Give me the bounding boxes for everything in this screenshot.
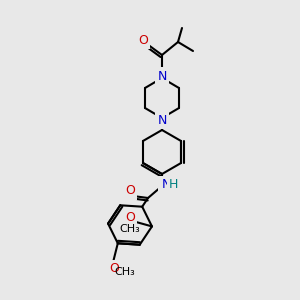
Text: N: N [157,70,167,83]
Text: O: O [109,262,119,275]
Text: O: O [138,34,148,46]
Text: CH₃: CH₃ [114,267,135,277]
Text: NH: NH [160,178,178,191]
Text: O: O [125,211,135,224]
Text: O: O [125,184,135,197]
Text: N: N [161,178,171,191]
Text: CH₃: CH₃ [120,224,140,234]
Text: H: H [168,178,178,191]
Text: N: N [157,113,167,127]
